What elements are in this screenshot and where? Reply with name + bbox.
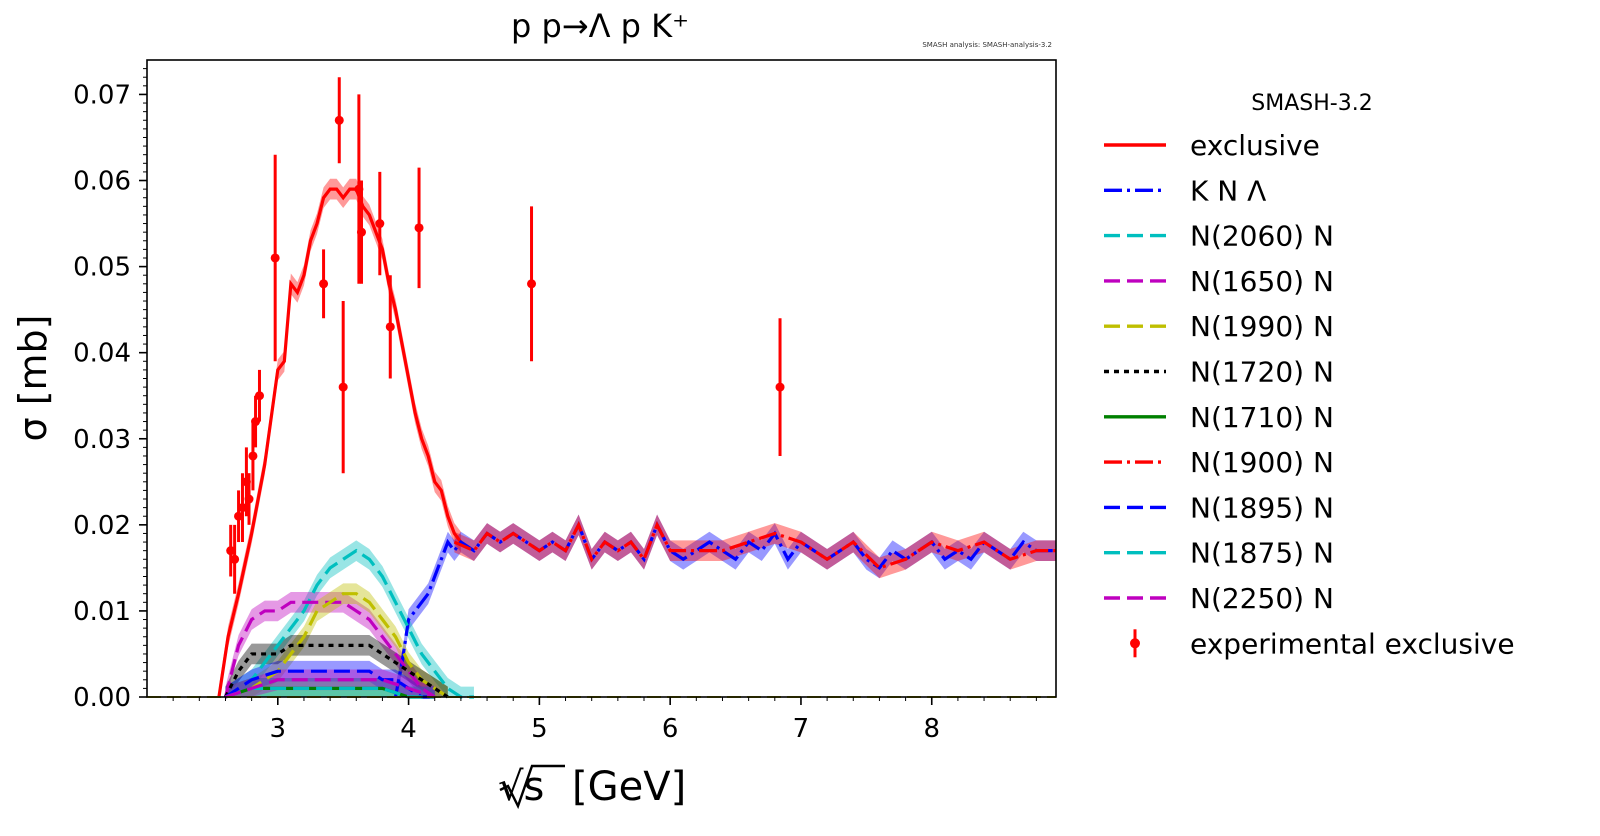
- line-n-2250-n: [224, 678, 436, 699]
- experimental-points: [226, 77, 785, 594]
- experimental-point: [775, 382, 785, 392]
- legend-point-swatch: [1130, 638, 1140, 649]
- y-tick-label: 0.05: [73, 253, 131, 283]
- x-tick-label: 8: [923, 714, 940, 744]
- legend-label: N(2060) N: [1190, 220, 1334, 253]
- legend-label: N(2250) N: [1190, 582, 1334, 615]
- y-tick-label: 0.03: [73, 425, 131, 455]
- y-tick-label: 0.02: [73, 511, 131, 541]
- chart-title: p p→Λ p K⁺: [511, 7, 689, 45]
- experimental-point: [270, 253, 280, 263]
- legend-label: N(1990) N: [1190, 310, 1334, 343]
- x-axis-label-group: √s [GeV]: [498, 764, 686, 810]
- experimental-point: [226, 546, 236, 556]
- line-n-1875-n: [224, 686, 435, 699]
- band-n-1990-n: [225, 583, 448, 697]
- experimental-point: [244, 494, 254, 504]
- band-n-1650-n: [225, 591, 435, 697]
- y-axis-label: σ [mb]: [11, 315, 55, 442]
- experimental-point: [527, 279, 537, 289]
- y-axis-ticks: 0.00 0.01 0.02 0.03 0.04 0.05 0.06 0.07: [73, 68, 147, 713]
- legend-title: SMASH-3.2: [1251, 91, 1372, 116]
- legend-label: N(1900) N: [1190, 446, 1334, 479]
- watermark-text: SMASH analysis: SMASH-analysis-3.2: [922, 41, 1052, 49]
- experimental-point: [319, 279, 329, 289]
- x-axis-ticks: 3 4 5 6 7 8: [172, 697, 1037, 744]
- legend-label: N(1875) N: [1190, 537, 1334, 570]
- legend-label: N(1895) N: [1190, 491, 1334, 524]
- x-tick-label: 4: [400, 714, 417, 744]
- legend-label: experimental exclusive: [1190, 627, 1515, 660]
- x-axis-label: [GeV]: [572, 764, 686, 810]
- band-k-n: [395, 514, 1056, 697]
- legend-label: K N Λ: [1190, 174, 1266, 207]
- experimental-point: [385, 322, 395, 332]
- x-tick-label: 7: [793, 714, 810, 744]
- experimental-point: [356, 227, 366, 237]
- line-n-1990-n: [224, 592, 449, 699]
- experimental-point: [254, 391, 264, 401]
- y-tick-label: 0.01: [73, 597, 131, 627]
- legend-label: N(1720) N: [1190, 356, 1334, 389]
- series-lines: [147, 187, 1056, 699]
- line-n-1720-n: [224, 643, 449, 699]
- line-n-2060-n: [224, 548, 474, 699]
- experimental-point: [338, 382, 348, 392]
- legend: exclusive K N Λ N(2060) N N(1650) N N(1990) …: [1104, 129, 1515, 660]
- sqrt-radical: [499, 764, 565, 810]
- experimental-point: [237, 503, 247, 513]
- y-tick-label: 0.00: [73, 683, 131, 713]
- y-tick-label: 0.06: [73, 167, 131, 197]
- y-tick-label: 0.04: [73, 339, 131, 369]
- legend-label: exclusive: [1190, 129, 1320, 162]
- line-n-1900-n: [453, 520, 1056, 570]
- legend-label: N(1650) N: [1190, 265, 1334, 298]
- experimental-point: [334, 115, 344, 125]
- band-n-2250-n: [225, 669, 435, 697]
- experimental-point: [234, 511, 244, 521]
- experimental-point: [230, 554, 240, 564]
- legend-label: N(1710) N: [1190, 401, 1334, 434]
- experimental-point: [414, 223, 424, 233]
- experimental-point: [248, 451, 258, 461]
- y-tick-label: 0.07: [73, 80, 131, 110]
- x-tick-label: 5: [531, 714, 548, 744]
- x-tick-label: 6: [662, 714, 679, 744]
- experimental-point: [251, 417, 261, 427]
- experimental-point: [375, 219, 385, 229]
- x-tick-label: 3: [270, 714, 287, 744]
- line-exclusive: [217, 187, 463, 698]
